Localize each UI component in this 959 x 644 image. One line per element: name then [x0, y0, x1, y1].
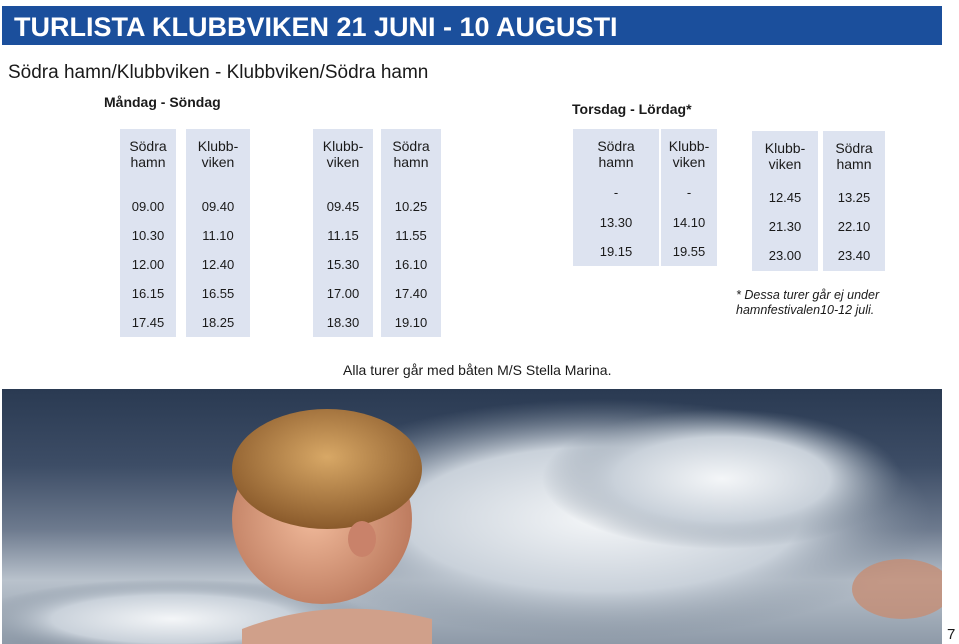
col-header-line2: hamn [130, 154, 166, 170]
time-cell: 19.15 [599, 244, 633, 259]
col-header-line2: viken [768, 156, 802, 172]
col-header-line2: hamn [393, 154, 429, 170]
col-header-line2: hamn [598, 154, 634, 170]
time-cell: 09.45 [326, 199, 360, 214]
boat-footer: Alla turer går med båten M/S Stella Mari… [343, 362, 612, 378]
time-cell: 14.10 [672, 215, 706, 230]
time-cell: 23.00 [768, 248, 802, 263]
time-cell: 17.00 [326, 286, 360, 301]
mon-sun-col-1: Södra hamn 09.00 10.30 12.00 16.15 17.45 [120, 129, 176, 337]
time-cell: 11.10 [202, 228, 234, 243]
time-cell: 11.55 [395, 228, 427, 243]
thu-sat-col-1: Södra hamn - 13.30 19.15 [573, 129, 659, 266]
time-cell: 15.30 [326, 257, 360, 272]
time-cell: 17.45 [131, 315, 165, 330]
col-header-line1: Klubb- [764, 140, 806, 156]
title-banner: TURLISTA KLUBBVIKEN 21 JUNI - 10 AUGUSTI [2, 6, 942, 45]
swimming-boy-photo [2, 389, 942, 644]
col-header-line1: Södra [835, 140, 873, 156]
time-cell: - [613, 185, 619, 200]
time-cell: 10.30 [131, 228, 165, 243]
time-cell: 10.25 [394, 199, 428, 214]
time-cell: 11.15 [327, 228, 359, 243]
col-header-line1: Södra [129, 138, 167, 154]
col-header-line1: Klubb- [197, 138, 239, 154]
page-title: TURLISTA KLUBBVIKEN 21 JUNI - 10 AUGUSTI [14, 12, 618, 42]
thu-sat-col-3: Klubb- viken 12.45 21.30 23.00 [752, 131, 818, 271]
col-header-line2: viken [201, 154, 235, 170]
thu-sat-col-4: Södra hamn 13.25 22.10 23.40 [823, 131, 885, 271]
time-cell: 12.45 [768, 190, 802, 205]
time-cell: 12.00 [131, 257, 165, 272]
note-line: hamnfestivalen10-12 juli. [736, 303, 875, 317]
mon-sun-col-2: Klubb- viken 09.40 11.10 12.40 16.55 18.… [186, 129, 250, 337]
col-header-line1: Södra [392, 138, 430, 154]
time-cell: 21.30 [768, 219, 802, 234]
time-cell: 16.55 [201, 286, 235, 301]
page-number: 7 [947, 626, 956, 643]
col-header-line2: viken [326, 154, 360, 170]
time-cell: 09.00 [131, 199, 165, 214]
time-cell: 16.10 [394, 257, 428, 272]
time-cell: 12.40 [201, 257, 235, 272]
col-header-line1: Klubb- [668, 138, 710, 154]
route-subtitle: Södra hamn/Klubbviken - Klubbviken/Södra… [8, 62, 429, 83]
time-cell: 16.15 [131, 286, 165, 301]
thu-sat-label: Torsdag - Lördag* [572, 101, 692, 117]
time-cell: 18.30 [326, 315, 360, 330]
col-header-line2: hamn [836, 156, 872, 172]
time-cell: 19.10 [394, 315, 428, 330]
mon-sun-col-4: Södra hamn 10.25 11.55 16.10 17.40 19.10 [381, 129, 441, 337]
col-header-line1: Södra [597, 138, 635, 154]
mon-sun-col-3: Klubb- viken 09.45 11.15 15.30 17.00 18.… [313, 129, 373, 337]
note-line: * Dessa turer går ej under [736, 288, 880, 302]
time-cell: - [686, 185, 692, 200]
time-cell: 09.40 [201, 199, 235, 214]
time-cell: 13.30 [599, 215, 633, 230]
festival-note: * Dessa turer går ej under hamnfestivale… [736, 288, 879, 318]
time-cell: 23.40 [837, 248, 871, 263]
col-header-line1: Klubb- [322, 138, 364, 154]
time-cell: 17.40 [394, 286, 428, 301]
time-cell: 22.10 [837, 219, 871, 234]
photo-illustration [2, 399, 942, 644]
time-cell: 18.25 [201, 315, 235, 330]
time-cell: 13.25 [837, 190, 871, 205]
mon-sun-label: Måndag - Söndag [104, 94, 221, 110]
time-cell: 19.55 [672, 244, 706, 259]
col-header-line2: viken [672, 154, 706, 170]
thu-sat-col-2: Klubb- viken - 14.10 19.55 [661, 129, 717, 266]
